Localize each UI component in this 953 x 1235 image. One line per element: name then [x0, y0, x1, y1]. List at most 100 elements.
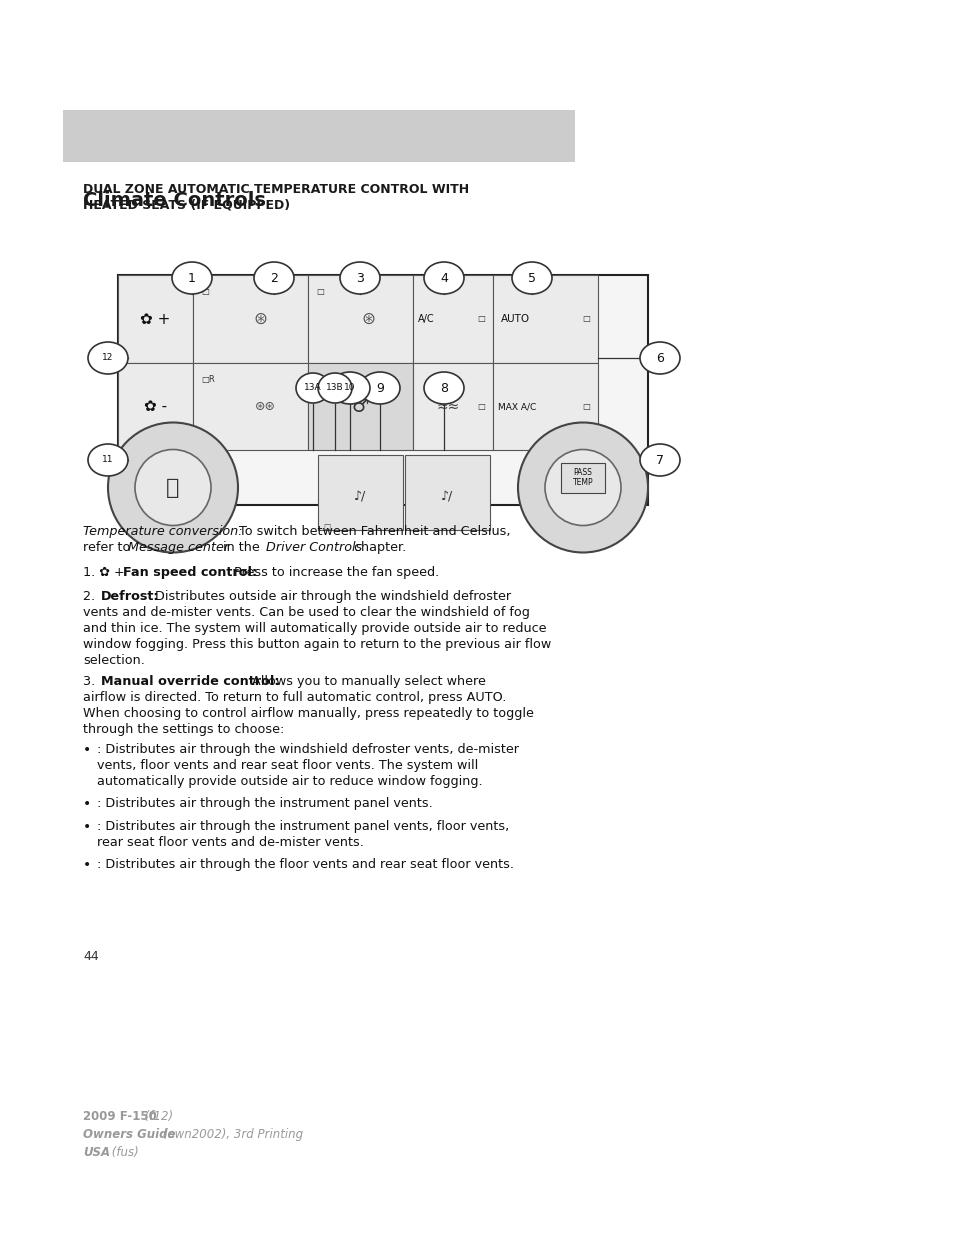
Text: ⊛⊛: ⊛⊛: [254, 400, 275, 412]
Text: Driver Controls: Driver Controls: [266, 541, 362, 555]
Circle shape: [517, 422, 647, 552]
Bar: [413, 363, 493, 450]
Text: 1: 1: [188, 272, 195, 284]
Text: □: □: [581, 403, 589, 411]
Text: MAX A/C: MAX A/C: [497, 403, 536, 411]
Text: ✿ -: ✿ -: [144, 399, 167, 414]
Bar: [493, 363, 598, 450]
Text: 4: 4: [439, 272, 448, 284]
Text: □: □: [315, 287, 323, 296]
Text: Owners Guide: Owners Guide: [83, 1128, 175, 1141]
Text: automatically provide outside air to reduce window fogging.: automatically provide outside air to red…: [97, 776, 482, 788]
Text: 13B: 13B: [326, 384, 343, 393]
Text: chapter.: chapter.: [350, 541, 406, 555]
Ellipse shape: [88, 342, 128, 374]
Text: in the: in the: [219, 541, 263, 555]
Ellipse shape: [359, 372, 399, 404]
Text: : Distributes air through the instrument panel vents, floor vents,: : Distributes air through the instrument…: [97, 820, 509, 832]
Text: □: □: [476, 403, 484, 411]
Text: ≈≈: ≈≈: [436, 399, 459, 414]
Text: 2009 F-150: 2009 F-150: [83, 1110, 156, 1123]
Text: Distributes outside air through the windshield defroster: Distributes outside air through the wind…: [151, 590, 511, 603]
Text: Press to increase the fan speed.: Press to increase the fan speed.: [230, 566, 438, 579]
Text: : Distributes air through the floor vents and rear seat floor vents.: : Distributes air through the floor vent…: [97, 858, 514, 871]
Ellipse shape: [88, 445, 128, 475]
Circle shape: [108, 422, 237, 552]
Text: vents, floor vents and rear seat floor vents. The system will: vents, floor vents and rear seat floor v…: [97, 760, 477, 772]
Text: : Distributes air through the windshield defroster vents, de-mister: : Distributes air through the windshield…: [97, 743, 518, 756]
Text: 10: 10: [344, 384, 355, 393]
Bar: [308, 363, 413, 450]
Bar: [118, 363, 193, 450]
Text: 13A: 13A: [304, 384, 321, 393]
Text: 2.: 2.: [83, 590, 103, 603]
Ellipse shape: [339, 262, 379, 294]
Bar: [413, 275, 493, 363]
Text: USA: USA: [83, 1146, 110, 1158]
Text: 3.: 3.: [83, 676, 103, 688]
Bar: [317, 454, 402, 530]
Text: window fogging. Press this button again to return to the previous air flow: window fogging. Press this button again …: [83, 638, 551, 651]
Bar: [493, 275, 598, 363]
Text: ♪/: ♪/: [441, 492, 453, 504]
Text: Manual override control:: Manual override control:: [101, 676, 279, 688]
Text: A/C: A/C: [417, 314, 435, 324]
Text: airflow is directed. To return to full automatic control, press AUTO.: airflow is directed. To return to full a…: [83, 692, 506, 704]
Text: ♪/: ♪/: [354, 492, 366, 504]
Ellipse shape: [512, 262, 552, 294]
Ellipse shape: [639, 342, 679, 374]
Bar: [193, 363, 308, 450]
Bar: [308, 275, 413, 363]
Ellipse shape: [172, 262, 212, 294]
Text: 2: 2: [270, 272, 277, 284]
Ellipse shape: [330, 372, 370, 404]
Text: •: •: [83, 743, 91, 757]
Text: 6: 6: [656, 352, 663, 364]
Text: vents and de-mister vents. Can be used to clear the windshield of fog: vents and de-mister vents. Can be used t…: [83, 606, 529, 619]
Text: through the settings to choose:: through the settings to choose:: [83, 722, 284, 736]
Text: •: •: [83, 820, 91, 834]
Text: 1. ✿ +: 1. ✿ +: [83, 566, 129, 579]
Text: 11: 11: [102, 456, 113, 464]
Bar: [560, 462, 604, 493]
Text: ⏻: ⏻: [166, 478, 179, 498]
Text: 5: 5: [527, 272, 536, 284]
Text: Defrost:: Defrost:: [101, 590, 159, 603]
Text: HEATED SEATS (IF EQUIPPED): HEATED SEATS (IF EQUIPPED): [83, 199, 290, 212]
Text: •: •: [83, 858, 91, 872]
Text: (own2002), 3rd Printing: (own2002), 3rd Printing: [159, 1128, 303, 1141]
Text: Message center: Message center: [128, 541, 229, 555]
Ellipse shape: [295, 373, 330, 403]
Text: □: □: [581, 315, 589, 324]
Text: refer to: refer to: [83, 541, 134, 555]
Text: : Distributes air through the instrument panel vents.: : Distributes air through the instrument…: [97, 797, 433, 810]
Ellipse shape: [423, 262, 463, 294]
Ellipse shape: [639, 445, 679, 475]
Text: rear seat floor vents and de-mister vents.: rear seat floor vents and de-mister vent…: [97, 836, 363, 848]
Text: Fan speed control:: Fan speed control:: [123, 566, 257, 579]
Text: When choosing to control airflow manually, press repeatedly to toggle: When choosing to control airflow manuall…: [83, 706, 534, 720]
Text: •: •: [83, 797, 91, 811]
Text: □: □: [323, 522, 330, 531]
Text: 3: 3: [355, 272, 363, 284]
Text: Allows you to manually select where: Allows you to manually select where: [248, 676, 485, 688]
Text: ⊛: ⊛: [253, 310, 267, 329]
Text: DUAL ZONE AUTOMATIC TEMPERATURE CONTROL WITH: DUAL ZONE AUTOMATIC TEMPERATURE CONTROL …: [83, 183, 469, 196]
Text: PASS
TEMP: PASS TEMP: [572, 468, 593, 487]
Bar: [118, 275, 647, 505]
Text: AUTO: AUTO: [500, 314, 530, 324]
Ellipse shape: [423, 372, 463, 404]
Ellipse shape: [317, 373, 352, 403]
Text: 12: 12: [102, 353, 113, 363]
Bar: [63, 110, 575, 162]
Text: 44: 44: [83, 950, 99, 963]
Text: Climate Controls: Climate Controls: [83, 190, 266, 210]
Text: 8: 8: [439, 382, 448, 394]
Text: and thin ice. The system will automatically provide outside air to reduce: and thin ice. The system will automatica…: [83, 622, 546, 635]
Text: □: □: [315, 375, 323, 384]
Bar: [118, 275, 193, 363]
Bar: [193, 275, 308, 363]
Text: 7: 7: [656, 453, 663, 467]
Text: ⊛: ⊛: [361, 310, 375, 329]
Text: selection.: selection.: [83, 655, 145, 667]
